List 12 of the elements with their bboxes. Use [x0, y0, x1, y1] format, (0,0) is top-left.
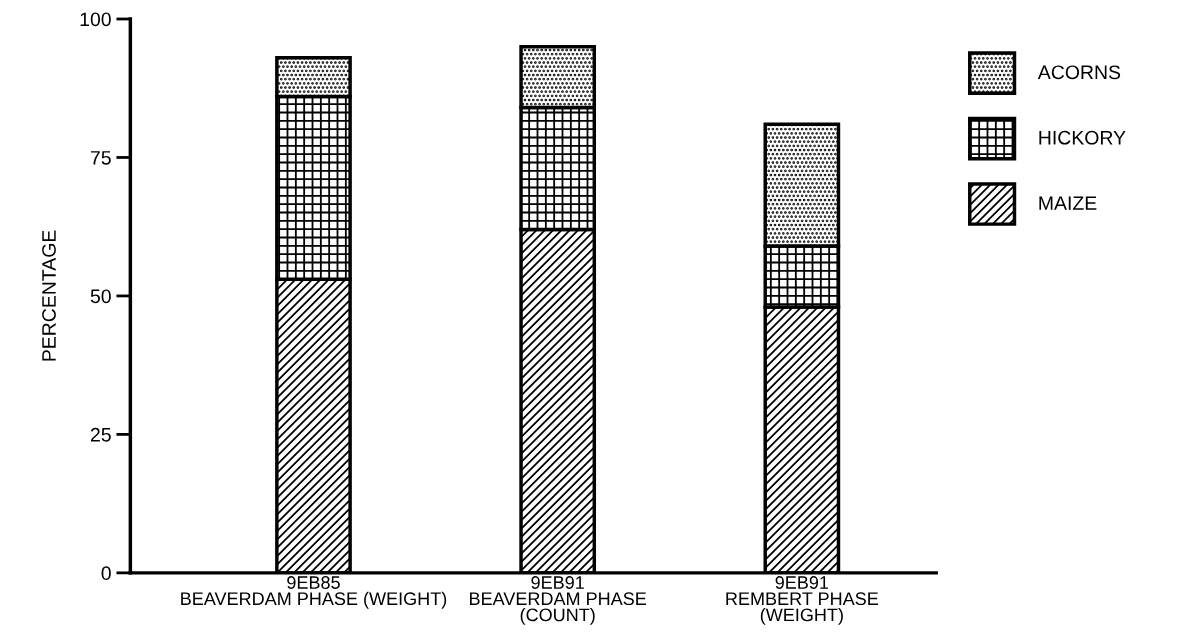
legend-label: ACORNS [1037, 65, 1121, 80]
y-tick-label: 50 [90, 289, 111, 304]
y-tick-label: 75 [90, 151, 111, 165]
legend-label: HICKORY [1039, 130, 1126, 145]
x-tick-label: 9EB85 BEAVERDAM PHASE (WEIGHT) [181, 576, 447, 609]
y-tick-label: 0 [101, 566, 111, 581]
y-axis-title: PERCENTAGE [42, 230, 56, 361]
x-tick-label: 9EB91 REMBERT PHASE (WEIGHT) [726, 576, 879, 625]
y-tick-label: 100 [80, 12, 111, 27]
y-tick-label: 25 [90, 427, 111, 442]
x-tick-label: 9EB91 BEAVERDAM PHASE (COUNT) [470, 576, 647, 625]
legend-label: MAIZE [1039, 196, 1097, 210]
